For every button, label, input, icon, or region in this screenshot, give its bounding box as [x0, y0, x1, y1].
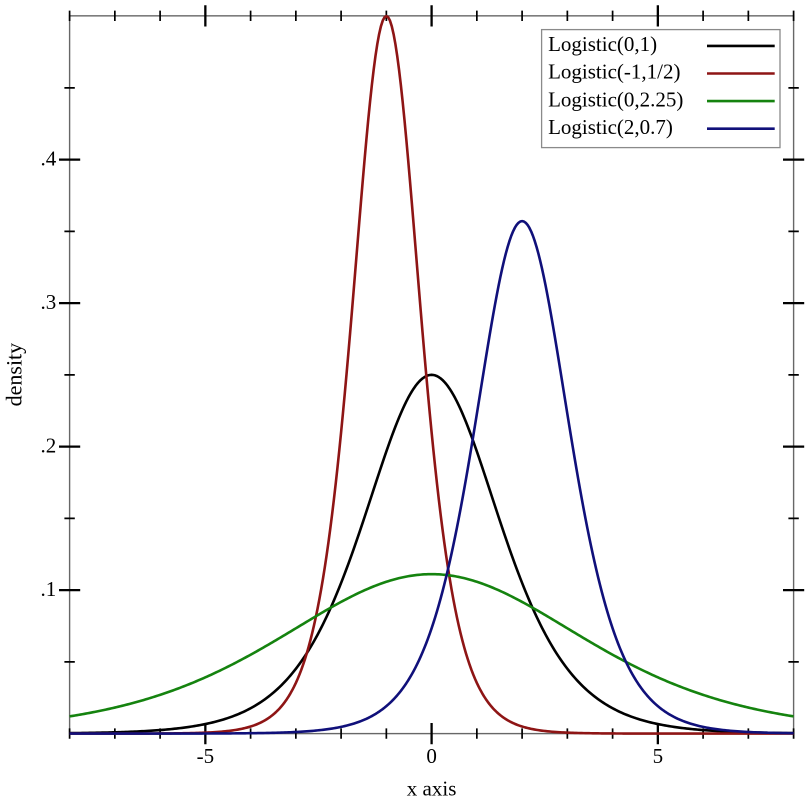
svg-text:.1: .1	[40, 577, 56, 601]
svg-text:.2: .2	[40, 434, 56, 458]
svg-text:Logistic(-1,1/2): Logistic(-1,1/2)	[548, 60, 680, 84]
svg-text:.4: .4	[40, 147, 56, 171]
svg-text:density: density	[1, 343, 26, 407]
svg-text:Logistic(0,2.25): Logistic(0,2.25)	[548, 87, 683, 111]
svg-text:Logistic(2,0.7): Logistic(2,0.7)	[548, 115, 673, 139]
svg-text:Logistic(0,1): Logistic(0,1)	[548, 32, 657, 56]
svg-text:5: 5	[653, 744, 664, 768]
svg-text:.3: .3	[40, 290, 56, 314]
svg-text:x axis: x axis	[407, 777, 457, 801]
svg-text:0: 0	[426, 744, 437, 768]
svg-text:-5: -5	[197, 744, 215, 768]
